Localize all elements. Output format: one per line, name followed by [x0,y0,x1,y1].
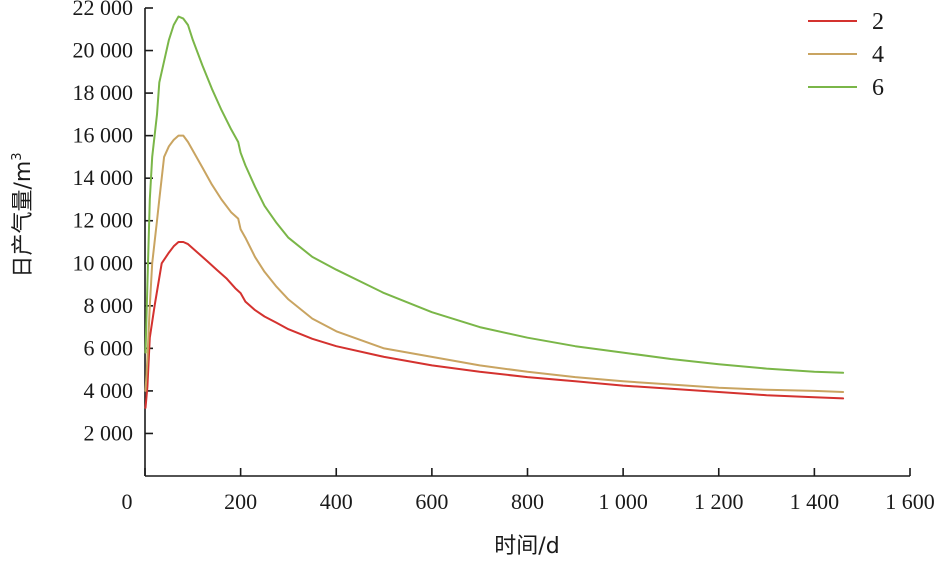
y-axis-title-superscript: 3 [10,152,25,160]
x-tick-label: 1 600 [885,489,935,514]
x-tick-label: 0 [122,489,133,514]
legend-label-6: 6 [872,75,884,101]
y-tick-label: 18 000 [73,80,134,105]
y-ticks: 2 000 4 000 6 000 8 000 10 000 12 000 14 000 16… [73,0,153,445]
y-axis-title: 日产气量/m3 [10,152,36,277]
legend-label-4: 4 [872,42,884,68]
y-tick-label: 20 000 [73,38,134,63]
legend: 2 4 6 [808,9,884,101]
legend-label-2: 2 [872,9,884,35]
y-axis-title-group: 日产气量/m3 [10,152,36,277]
y-tick-label: 12 000 [73,208,134,233]
series-line-6 [144,15,845,374]
x-tick-label: 1 400 [790,489,840,514]
y-tick-label: 2 000 [84,420,134,445]
y-axis-title-text: 日产气量/m [11,161,36,278]
y-tick-label: 22 000 [73,0,134,20]
series-line-2 [144,241,845,409]
x-tick-label: 200 [224,489,257,514]
x-axis-title: 时间/d [494,534,559,559]
x-ticks: 0 200 400 600 800 1 000 1 200 1 400 1 600 [122,468,935,514]
series-line-4 [144,134,845,393]
y-tick-label: 10 000 [73,250,134,275]
axes [144,8,910,477]
y-tick-label: 6 000 [84,335,134,360]
y-tick-label: 14 000 [73,165,134,190]
x-tick-label: 600 [415,489,448,514]
x-tick-label: 400 [320,489,353,514]
x-tick-label: 800 [511,489,544,514]
x-tick-label: 1 000 [598,489,648,514]
y-tick-label: 16 000 [73,123,134,148]
y-tick-label: 8 000 [84,293,134,318]
y-tick-label: 4 000 [84,378,134,403]
series-group [144,15,845,409]
x-tick-label: 1 200 [694,489,744,514]
